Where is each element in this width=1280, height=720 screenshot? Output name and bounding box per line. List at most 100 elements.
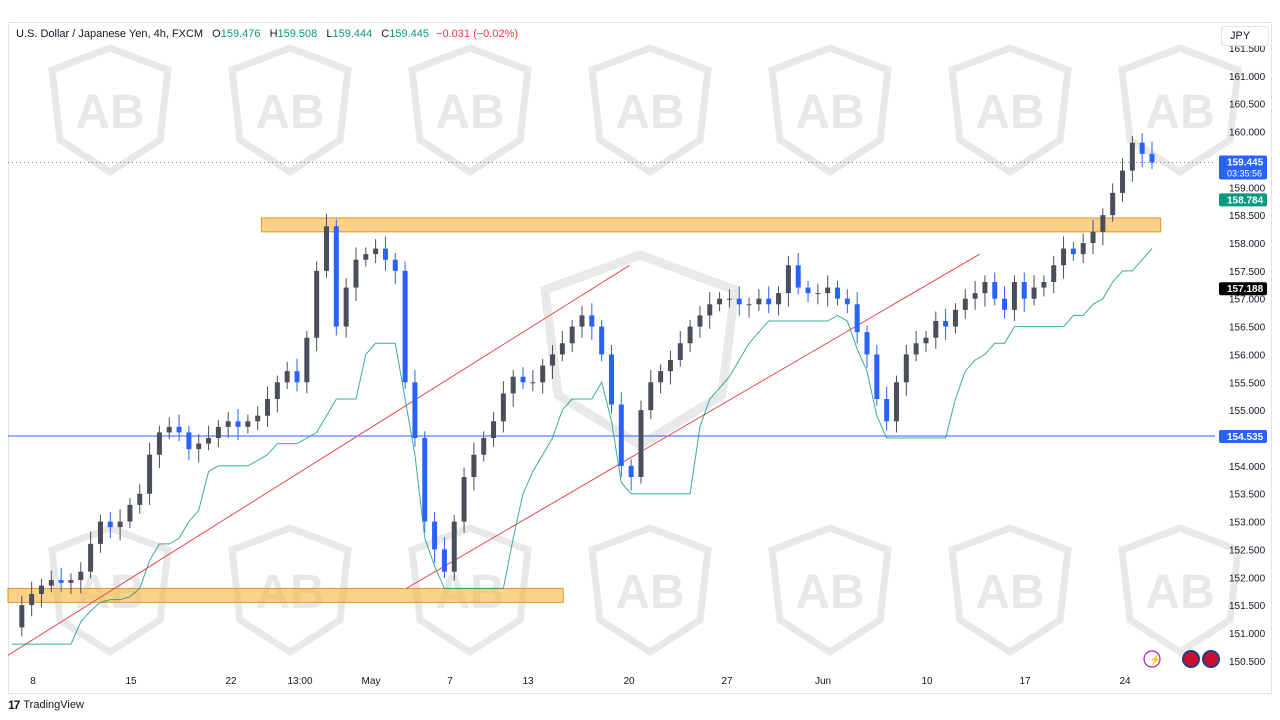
candle-body bbox=[1100, 215, 1106, 232]
tradingview-logo-icon[interactable]: 17 bbox=[8, 698, 20, 712]
support-resistance-zone bbox=[260, 217, 1162, 233]
currency-label: JPY bbox=[1230, 30, 1251, 42]
candle-body bbox=[1031, 287, 1037, 299]
lightning-icon[interactable] bbox=[1143, 650, 1161, 668]
trailing-stop-line bbox=[12, 248, 1153, 645]
countdown-label: 03:35:56 bbox=[1227, 168, 1262, 178]
candle-body bbox=[540, 365, 546, 383]
candle-body bbox=[1110, 192, 1116, 216]
candle-body bbox=[736, 298, 742, 305]
candle-body bbox=[854, 304, 860, 333]
candle-body bbox=[510, 376, 516, 394]
candle-body bbox=[1021, 282, 1027, 299]
x-tick-label: 27 bbox=[721, 676, 733, 687]
watermark-layer: ABABABABABABABABABABABABABAB bbox=[48, 44, 1242, 657]
candle-body bbox=[343, 287, 349, 327]
price-label-box bbox=[1219, 282, 1267, 296]
watermark-shield-icon bbox=[228, 524, 352, 657]
candle-body bbox=[58, 580, 64, 583]
candle-body bbox=[992, 282, 998, 299]
candle-body bbox=[304, 337, 310, 383]
flag-icon[interactable] bbox=[1202, 650, 1220, 668]
candle-body bbox=[78, 571, 84, 581]
watermark-logo-icon: AB bbox=[255, 86, 324, 139]
y-tick-label: 156.500 bbox=[1229, 323, 1266, 334]
candle-body bbox=[107, 521, 113, 528]
symbol-legend: U.S. Dollar / Japanese Yen, 4h, FXCM O15… bbox=[16, 28, 518, 40]
y-tick-label: 151.500 bbox=[1229, 601, 1266, 612]
candle-body bbox=[707, 304, 713, 316]
x-tick-label: Jun bbox=[815, 676, 831, 687]
candle-body bbox=[68, 580, 74, 583]
candle-body bbox=[795, 265, 801, 288]
candle-body bbox=[1149, 153, 1155, 163]
candle-body bbox=[38, 585, 44, 594]
candle-body bbox=[422, 438, 428, 522]
candle-body bbox=[137, 493, 143, 505]
candle-body bbox=[923, 337, 929, 344]
candle-body bbox=[196, 443, 202, 450]
open-value: 159.476 bbox=[220, 28, 261, 40]
candle-body bbox=[314, 270, 320, 338]
candle-body bbox=[206, 438, 212, 444]
candle-body bbox=[432, 521, 438, 550]
candle-body bbox=[687, 326, 693, 344]
candle-body bbox=[943, 321, 949, 327]
candle-body bbox=[451, 521, 457, 572]
x-tick-label: 13:00 bbox=[287, 676, 312, 687]
price-label-text: 158.784 bbox=[1227, 195, 1264, 206]
candle-body bbox=[1090, 231, 1096, 243]
candle-body bbox=[903, 354, 909, 383]
candle-body bbox=[127, 504, 133, 522]
tradingview-brand[interactable]: TradingView bbox=[23, 699, 84, 711]
candle-body bbox=[88, 543, 94, 572]
candle-body bbox=[815, 293, 821, 295]
close-label: C bbox=[381, 28, 390, 40]
candle-body bbox=[294, 371, 300, 383]
currency-button[interactable]: JPY bbox=[1221, 26, 1269, 46]
footer: 17 TradingView bbox=[8, 698, 84, 712]
watermark-shield-icon bbox=[228, 44, 352, 177]
candle-body bbox=[726, 298, 732, 300]
candle-body bbox=[658, 371, 664, 383]
candle-body bbox=[618, 404, 624, 466]
watermark-shield-icon bbox=[1118, 524, 1242, 657]
candle-body bbox=[255, 415, 261, 422]
open-label: O bbox=[212, 28, 221, 40]
candle-body bbox=[628, 465, 634, 477]
close-value: 159.445 bbox=[389, 28, 430, 40]
candle-body bbox=[1139, 142, 1145, 154]
high-value: 159.508 bbox=[277, 28, 318, 40]
candle-body bbox=[19, 605, 25, 628]
y-tick-label: 152.000 bbox=[1229, 573, 1266, 584]
watermark-logo-icon: AB bbox=[435, 86, 504, 139]
candle-body bbox=[441, 549, 447, 572]
price-label-text: 154.535 bbox=[1227, 432, 1264, 443]
candle-body bbox=[392, 259, 398, 271]
y-tick-label: 157.500 bbox=[1229, 267, 1266, 278]
y-tick-label: 158.000 bbox=[1229, 239, 1266, 250]
candle-body bbox=[913, 343, 919, 355]
candle-body bbox=[1080, 243, 1086, 255]
candle-body bbox=[363, 254, 369, 260]
symbol-title[interactable]: U.S. Dollar / Japanese Yen, 4h, FXCM bbox=[16, 28, 204, 40]
candle-body bbox=[353, 259, 359, 288]
candle-body bbox=[481, 438, 487, 455]
candle-body bbox=[530, 382, 536, 384]
candle-body bbox=[825, 287, 831, 294]
candle-body bbox=[835, 287, 841, 299]
x-tick-label: 10 bbox=[921, 676, 933, 687]
candle-body bbox=[147, 454, 153, 494]
y-tick-label: 155.000 bbox=[1229, 406, 1266, 417]
chart-frame[interactable] bbox=[8, 22, 1272, 694]
y-tick-label: 155.500 bbox=[1229, 378, 1266, 389]
candle-body bbox=[589, 315, 595, 327]
x-tick-label: 7 bbox=[447, 676, 453, 687]
candle-body bbox=[471, 454, 477, 477]
price-label-box bbox=[1219, 155, 1267, 180]
support-resistance-zone bbox=[7, 587, 564, 603]
flag-icon[interactable] bbox=[1182, 650, 1200, 668]
candle-body bbox=[884, 399, 890, 422]
y-tick-label: 160.500 bbox=[1229, 100, 1266, 111]
